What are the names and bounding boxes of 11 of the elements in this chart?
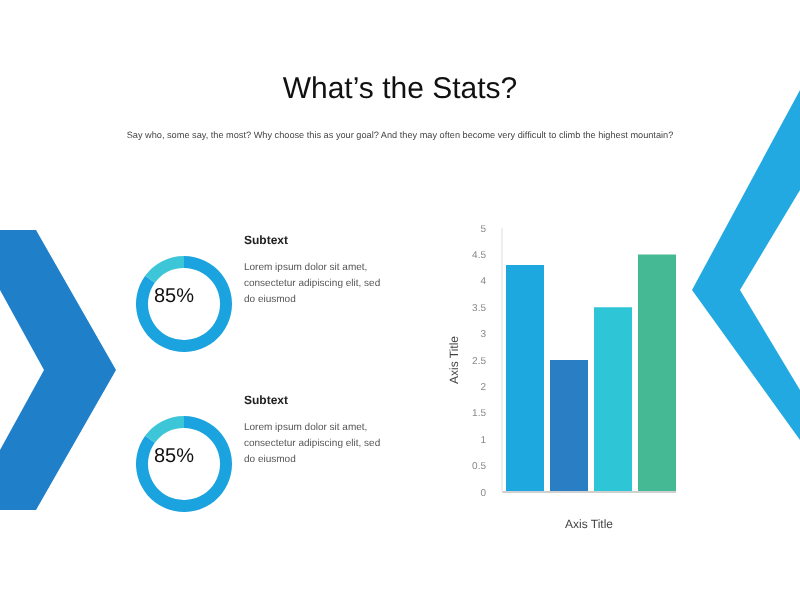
donut-slice <box>145 256 184 283</box>
donut-slice <box>145 416 184 443</box>
data-label: 85% <box>153 446 195 468</box>
donut-slice <box>136 416 232 512</box>
text: What’s the Stats? <box>280 72 520 106</box>
bar <box>506 264 544 492</box>
bar <box>594 307 632 492</box>
data-label: 85% <box>153 286 195 308</box>
donut-slice <box>136 256 232 352</box>
bar <box>550 360 588 492</box>
bar <box>638 254 676 492</box>
